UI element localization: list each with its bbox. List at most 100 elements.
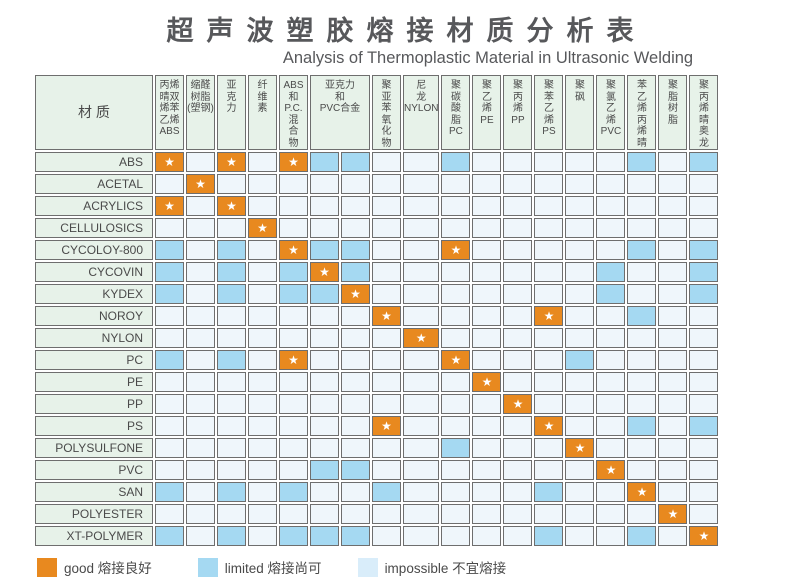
matrix-cell (658, 218, 688, 238)
matrix-cell (403, 372, 440, 392)
matrix-cell (472, 350, 502, 370)
matrix-cell (503, 284, 533, 304)
matrix-cell (403, 504, 440, 524)
matrix-cell (658, 482, 688, 502)
row-header: PE (35, 372, 153, 392)
matrix-cell (372, 284, 401, 304)
matrix-cell (565, 350, 595, 370)
row-header: NYLON (35, 328, 153, 348)
legend-item-impossible: impossible 不宜熔接 (357, 557, 506, 577)
row-header: POLYESTER (35, 504, 153, 524)
table-row: NOROY ★ ★ (35, 306, 719, 326)
matrix-cell (627, 262, 657, 282)
matrix-cell (341, 416, 370, 436)
matrix-cell: ★ (217, 196, 246, 216)
matrix-cell (403, 394, 440, 414)
row-header: ABS (35, 152, 153, 172)
matrix-cell (310, 394, 339, 414)
matrix-cell (596, 152, 626, 172)
table-row: PP ★ (35, 394, 719, 414)
matrix-cell (534, 262, 564, 282)
table-row: NYLON ★ (35, 328, 719, 348)
matrix-cell (658, 262, 688, 282)
matrix-cell (534, 152, 564, 172)
matrix-cell (503, 350, 533, 370)
matrix-cell (310, 504, 339, 524)
matrix-cell (248, 372, 277, 392)
column-header: 聚 苯 乙 烯 PS (534, 75, 564, 150)
matrix-cell (186, 240, 215, 260)
matrix-cell (279, 284, 308, 304)
star-icon: ★ (543, 419, 555, 433)
matrix-cell (658, 350, 688, 370)
matrix-cell (186, 526, 215, 546)
matrix-cell (441, 394, 471, 414)
table-row: PVC ★ (35, 460, 719, 480)
star-icon: ★ (605, 463, 617, 477)
matrix-cell (372, 526, 401, 546)
matrix-cell (248, 504, 277, 524)
matrix-cell (248, 284, 277, 304)
matrix-cell (217, 438, 246, 458)
matrix-cell (441, 460, 471, 480)
table-row: PE ★ (35, 372, 719, 392)
matrix-cell (503, 416, 533, 436)
table-row: CELLULOSICS ★ (35, 218, 719, 238)
matrix-cell (310, 284, 339, 304)
matrix-cell (689, 394, 719, 414)
matrix-cell (403, 262, 440, 282)
matrix-cell (627, 174, 657, 194)
matrix-cell (403, 350, 440, 370)
matrix-cell (658, 284, 688, 304)
matrix-cell (248, 526, 277, 546)
matrix-cell (341, 350, 370, 370)
matrix-cell (372, 372, 401, 392)
matrix-cell (689, 482, 719, 502)
matrix-cell (658, 372, 688, 392)
matrix-cell (534, 372, 564, 392)
star-icon: ★ (257, 221, 268, 235)
matrix-cell (279, 438, 308, 458)
matrix-cell (279, 482, 308, 502)
matrix-cell (503, 438, 533, 458)
matrix-cell (689, 350, 719, 370)
matrix-cell (279, 416, 308, 436)
matrix-cell (503, 152, 533, 172)
column-header: 聚 碳 酸 脂 PC (441, 75, 471, 150)
matrix-cell: ★ (441, 240, 471, 260)
matrix-cell (341, 394, 370, 414)
matrix-cell (248, 482, 277, 502)
matrix-cell (372, 460, 401, 480)
matrix-cell (248, 196, 277, 216)
table-row: SAN ★ (35, 482, 719, 502)
matrix-cell (627, 372, 657, 392)
matrix-cell (596, 416, 626, 436)
matrix-cell (503, 460, 533, 480)
matrix-cell (279, 372, 308, 392)
matrix-cell (186, 438, 215, 458)
matrix-cell (217, 218, 246, 238)
matrix-cell (186, 218, 215, 238)
matrix-cell (372, 438, 401, 458)
limited-swatch-icon (197, 557, 218, 577)
matrix-cell (472, 416, 502, 436)
matrix-cell (441, 504, 471, 524)
matrix-cell (534, 460, 564, 480)
matrix-cell (372, 218, 401, 238)
impossible-swatch-icon (357, 557, 378, 577)
matrix-cell (310, 438, 339, 458)
table-row: POLYESTER ★ (35, 504, 719, 524)
matrix-cell (658, 416, 688, 436)
matrix-cell: ★ (503, 394, 533, 414)
matrix-cell (403, 218, 440, 238)
matrix-cell (627, 438, 657, 458)
table-row: POLYSULFONE ★ (35, 438, 719, 458)
matrix-cell (627, 328, 657, 348)
matrix-cell: ★ (689, 526, 719, 546)
matrix-cell (627, 284, 657, 304)
matrix-cell (596, 284, 626, 304)
matrix-cell (627, 416, 657, 436)
star-icon: ★ (543, 309, 555, 323)
matrix-cell (596, 174, 626, 194)
table-row: CYCOVIN ★ (35, 262, 719, 282)
